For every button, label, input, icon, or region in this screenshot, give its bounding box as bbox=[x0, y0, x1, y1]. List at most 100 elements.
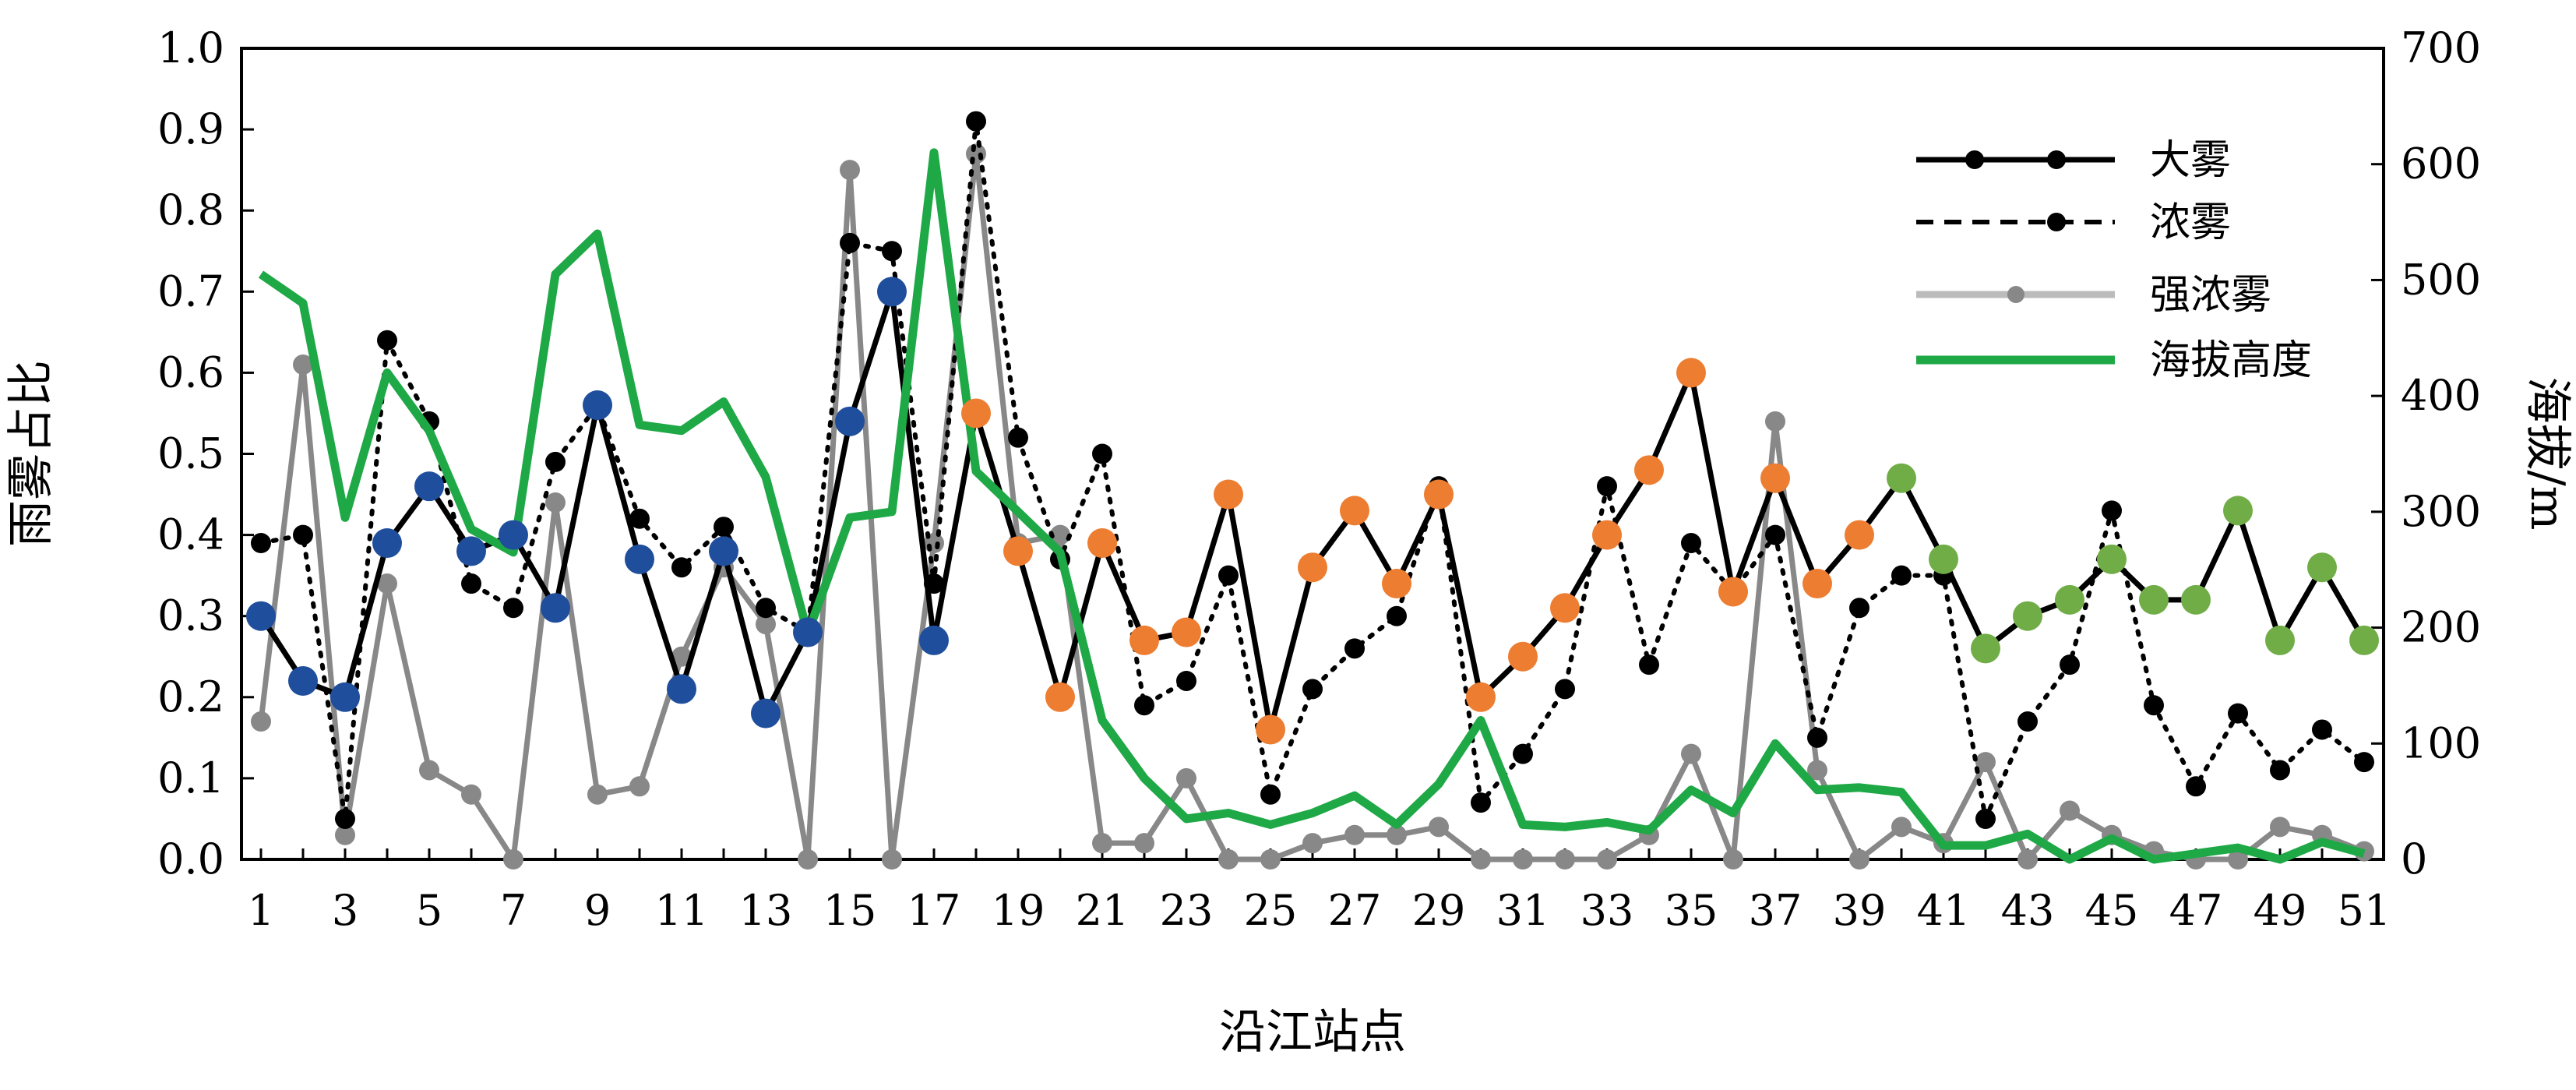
series-point-heavy-fog bbox=[1466, 682, 1496, 712]
x-tick-label: 19 bbox=[992, 886, 1045, 935]
series-point-dense-fog bbox=[1344, 638, 1365, 659]
series-point-strong-dense-fog bbox=[1050, 524, 1070, 545]
series-point-strong-dense-fog bbox=[798, 849, 818, 870]
series-point-heavy-fog bbox=[1929, 544, 1958, 574]
x-axis-title: 沿江站点 bbox=[1219, 1005, 1406, 1060]
x-tick-label: 25 bbox=[1244, 886, 1298, 935]
x-tick-label: 33 bbox=[1580, 886, 1634, 935]
series-point-dense-fog bbox=[756, 598, 776, 619]
series-point-heavy-fog bbox=[877, 277, 907, 307]
series-point-dense-fog bbox=[461, 573, 481, 594]
x-tick-label: 43 bbox=[2001, 886, 2055, 935]
legend-marker-dense-fog bbox=[2047, 213, 2066, 231]
legend-marker-heavy-fog bbox=[1965, 150, 1984, 169]
x-tick-label: 45 bbox=[2085, 886, 2139, 935]
left-y-tick-label: 0.7 bbox=[157, 266, 224, 316]
series-point-dense-fog bbox=[1008, 427, 1028, 448]
series-point-heavy-fog bbox=[2181, 584, 2211, 615]
series-point-dense-fog bbox=[1260, 784, 1281, 805]
series-point-dense-fog bbox=[1975, 808, 1996, 829]
series-point-dense-fog bbox=[2144, 695, 2164, 716]
series-point-heavy-fog bbox=[372, 528, 402, 559]
series-point-heavy-fog bbox=[1045, 682, 1075, 712]
series-point-heavy-fog bbox=[246, 601, 276, 631]
series-point-strong-dense-fog bbox=[1849, 849, 1869, 870]
plot-area-frame bbox=[240, 47, 2385, 861]
x-tick-label: 1 bbox=[248, 886, 274, 935]
series-point-dense-fog bbox=[1387, 605, 1407, 626]
series-point-strong-dense-fog bbox=[1681, 743, 1701, 764]
legend-label-3: 海拔高度 bbox=[2150, 337, 2312, 384]
left-y-tick-label: 0.6 bbox=[157, 347, 224, 397]
left-y-tick-label: 0.1 bbox=[157, 753, 224, 803]
series-point-heavy-fog bbox=[1592, 520, 1622, 550]
series-point-strong-dense-fog bbox=[1597, 849, 1617, 870]
series-line-heavy-fog bbox=[259, 288, 979, 717]
series-point-strong-dense-fog bbox=[882, 849, 902, 870]
left-y-axis-title: 雨雾占比 bbox=[4, 360, 58, 547]
series-point-strong-dense-fog bbox=[335, 824, 355, 845]
series-point-dense-fog bbox=[840, 232, 860, 253]
series-point-strong-dense-fog bbox=[1429, 817, 1449, 838]
series-point-heavy-fog bbox=[2097, 544, 2127, 574]
series-line-heavy-fog bbox=[1898, 477, 2367, 651]
series-point-strong-dense-fog bbox=[1387, 824, 1407, 845]
series-point-heavy-fog bbox=[793, 617, 823, 647]
series-point-strong-dense-fog bbox=[1260, 849, 1281, 870]
series-point-heavy-fog bbox=[1676, 358, 1706, 388]
series-point-dense-fog bbox=[503, 598, 523, 619]
legend-marker-strong-dense-fog bbox=[2007, 286, 2025, 303]
legend-marker-heavy-fog bbox=[2047, 150, 2066, 169]
series-point-strong-dense-fog bbox=[1176, 767, 1196, 788]
series-point-dense-fog bbox=[251, 533, 271, 554]
series-point-heavy-fog bbox=[1887, 463, 1916, 493]
left-y-tick-label: 0.5 bbox=[157, 429, 224, 478]
x-tick-label: 11 bbox=[655, 886, 709, 935]
series-point-heavy-fog bbox=[919, 625, 949, 655]
series-point-heavy-fog bbox=[1718, 577, 1748, 607]
x-tick-label: 29 bbox=[1412, 886, 1466, 935]
left-y-tick-label: 0.0 bbox=[157, 834, 224, 884]
series-point-heavy-fog bbox=[1971, 633, 2000, 664]
series-point-strong-dense-fog bbox=[503, 849, 523, 870]
series-point-strong-dense-fog bbox=[461, 784, 481, 805]
x-tick-label: 51 bbox=[2338, 886, 2391, 935]
left-y-tick-label: 0.4 bbox=[157, 510, 224, 559]
series-point-strong-dense-fog bbox=[1807, 760, 1827, 781]
series-point-heavy-fog bbox=[961, 398, 991, 429]
series-point-strong-dense-fog bbox=[1891, 817, 1912, 838]
series-point-strong-dense-fog bbox=[1134, 833, 1154, 854]
left-y-tick-label: 0.3 bbox=[157, 591, 224, 640]
series-point-dense-fog bbox=[671, 557, 692, 578]
series-point-heavy-fog bbox=[709, 536, 738, 566]
x-tick-label: 13 bbox=[739, 886, 793, 935]
series-point-strong-dense-fog bbox=[587, 784, 608, 805]
series-point-dense-fog bbox=[1849, 598, 1869, 619]
series-point-heavy-fog bbox=[1129, 625, 1159, 655]
series-point-strong-dense-fog bbox=[1344, 824, 1365, 845]
series-point-dense-fog bbox=[1765, 524, 1785, 545]
series-point-strong-dense-fog bbox=[1765, 411, 1785, 432]
series-point-heavy-fog bbox=[1298, 552, 1327, 583]
series-point-dense-fog bbox=[1176, 670, 1196, 691]
series-point-strong-dense-fog bbox=[1513, 849, 1533, 870]
series-point-heavy-fog bbox=[1003, 536, 1033, 566]
series-point-heavy-fog bbox=[1760, 463, 1790, 493]
series-point-dense-fog bbox=[882, 241, 902, 262]
series-point-dense-fog bbox=[629, 508, 650, 529]
legend-label-0: 大雾 bbox=[2150, 137, 2231, 184]
series-point-strong-dense-fog bbox=[545, 492, 566, 513]
left-y-tick-label: 1.0 bbox=[157, 23, 224, 72]
series-point-heavy-fog bbox=[330, 682, 360, 712]
series-point-heavy-fog bbox=[2139, 584, 2169, 615]
series-point-strong-dense-fog bbox=[840, 160, 860, 181]
series-point-dense-fog bbox=[966, 111, 986, 132]
x-tick-label: 17 bbox=[907, 886, 961, 935]
x-tick-label: 7 bbox=[500, 886, 527, 935]
series-point-strong-dense-fog bbox=[1723, 849, 1743, 870]
series-point-strong-dense-fog bbox=[629, 776, 650, 797]
series-point-dense-fog bbox=[1891, 565, 1912, 586]
series-point-dense-fog bbox=[2354, 752, 2374, 773]
